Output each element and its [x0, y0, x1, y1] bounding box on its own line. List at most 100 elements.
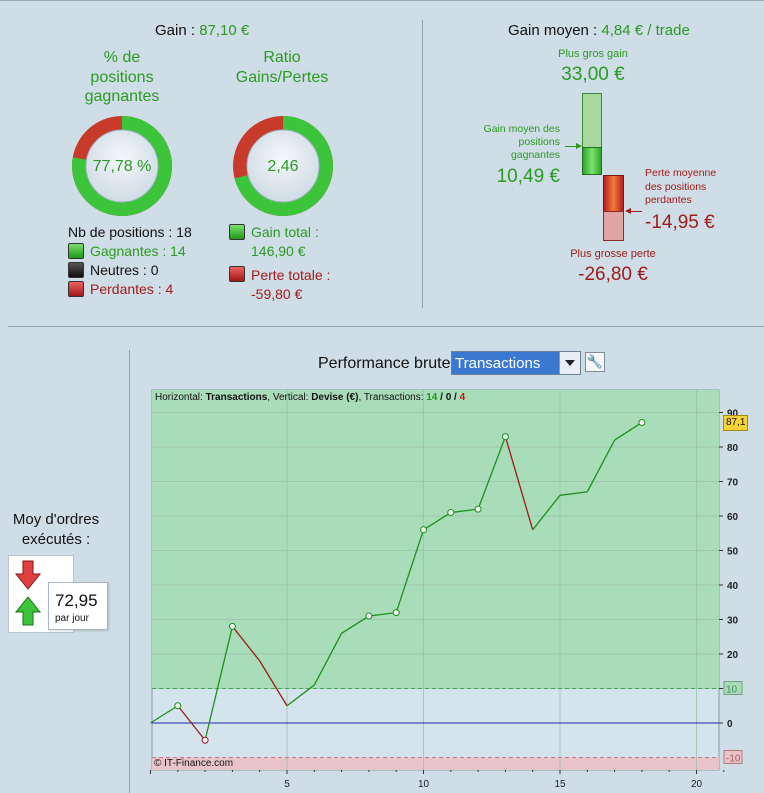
data-point — [228, 622, 236, 630]
neutral-swatch — [68, 262, 84, 278]
avg-loss-arrow — [628, 211, 642, 212]
loss-total-label: Perte totale : — [251, 267, 331, 283]
loss-total-value: -59,80 € — [251, 286, 303, 302]
ratio-value: 2,46 — [267, 158, 298, 175]
data-point — [501, 433, 509, 441]
avg-loss-label-line: Perte moyenne — [645, 167, 717, 179]
header-t-label: , Transactions: — [358, 392, 427, 403]
x-tick-label: 10 — [418, 779, 430, 790]
y-tick-label: 30 — [727, 616, 739, 627]
orders-value-box: 72,95 par jour — [48, 582, 108, 630]
losers-swatch — [68, 281, 84, 297]
ratio-donut: 2,46 — [233, 116, 333, 216]
x-tick-label: 5 — [284, 779, 290, 790]
series-segment — [368, 611, 397, 617]
gain-total-label: Gain total : — [251, 224, 319, 240]
data-point — [174, 702, 182, 710]
donut-center — [246, 129, 320, 203]
header-v-value: Devise (€) — [311, 392, 359, 403]
avg-gain-value: 4,84 € / trade — [601, 22, 690, 39]
y-tick-label: 40 — [727, 581, 739, 592]
vertical-divider-bottom — [129, 350, 130, 793]
max-gain-value: 33,00 € — [561, 64, 625, 85]
header-sep2: / — [451, 392, 460, 403]
win-pct-value: 77,78 % — [93, 158, 152, 175]
data-point — [447, 509, 455, 517]
header-wins: 14 — [426, 392, 438, 403]
header-h-label: Horizontal: — [155, 392, 206, 403]
data-point — [365, 612, 373, 620]
orders-title: Moy d'ordres exécutés : — [0, 510, 112, 550]
win-pct-title-line: gagnantes — [84, 88, 160, 105]
threshold-tag — [723, 750, 743, 764]
loss-zone — [152, 757, 719, 770]
series-segment — [532, 494, 561, 531]
win-pct-title: % de positions gagnantes — [62, 48, 182, 107]
win-pct-title-line: positions — [90, 68, 154, 86]
header-h-value: Transactions — [205, 392, 268, 403]
avg-win-label-line: Gain moyen des — [483, 123, 560, 135]
last-value-tag: 87,1 — [723, 415, 749, 431]
series-segment — [259, 660, 288, 707]
max-gain-label: Plus gros gain — [558, 48, 628, 60]
orders-title-line: Moy d'ordres — [12, 511, 100, 528]
threshold-tag-label: -10 — [726, 754, 741, 765]
data-point — [392, 609, 400, 617]
win-pct-title-line: % de — [103, 49, 141, 66]
max-loss-label: Plus grosse perte — [570, 248, 656, 260]
transactions-dropdown[interactable]: Transactions — [451, 351, 581, 375]
header-losses: 4 — [459, 392, 466, 403]
copyright: © IT-Finance.com — [154, 758, 234, 769]
horizontal-divider — [8, 326, 764, 327]
max-loss-value: -26,80 € — [578, 264, 648, 285]
ratio-title-line: Ratio — [263, 49, 301, 66]
profit-zone — [152, 390, 719, 689]
series-segment — [477, 436, 507, 510]
avg-win-arrow — [565, 146, 579, 147]
threshold-tag — [723, 681, 743, 695]
avg-loss-label-line: perdantes — [645, 194, 692, 206]
series-segment — [450, 508, 479, 514]
header-sep1: / — [437, 392, 446, 403]
series-segment — [341, 615, 370, 634]
winners-swatch — [68, 243, 84, 259]
data-point — [420, 526, 427, 534]
chart-header: Horizontal: Transactions, Vertical: Devi… — [155, 392, 465, 403]
performance-title: Performance brute — [318, 355, 451, 372]
y-tick-label: 70 — [727, 478, 739, 489]
dropdown-value: Transactions — [455, 355, 541, 372]
y-tick-label: 60 — [727, 512, 739, 523]
donut-center — [85, 129, 159, 203]
chevron-down-icon[interactable] — [559, 352, 580, 374]
orders-unit: par jour — [55, 613, 89, 624]
threshold-tag-label: 10 — [726, 685, 738, 696]
y-tick-label: 80 — [727, 443, 739, 454]
sell-arrow-icon — [14, 560, 42, 590]
x-tick-label: 15 — [554, 779, 566, 790]
series-segment — [204, 626, 234, 741]
avg-gain-label: Gain moyen : — [508, 22, 602, 39]
buy-arrow-icon — [14, 596, 42, 626]
x-tick-label: 20 — [691, 779, 703, 790]
gain-header: Gain : 87,10 € — [155, 22, 249, 39]
ratio-title: Ratio Gains/Pertes — [222, 48, 342, 87]
series-segment — [504, 436, 534, 530]
avg-loss-arrowhead — [625, 208, 631, 214]
series-segment — [313, 632, 343, 686]
gain-value: 87,10 € — [199, 22, 250, 39]
data-point — [474, 505, 482, 513]
series-segment — [614, 421, 643, 441]
wrench-icon[interactable]: 🔧 — [585, 352, 605, 372]
avg-win-label-line: gagnantes — [510, 149, 560, 161]
avg-win-label-line: positions — [518, 136, 560, 148]
series-segment — [559, 491, 588, 496]
avg-loss-label: Perte moyenne des positions perdantes — [645, 167, 745, 208]
loss-total-swatch — [229, 266, 245, 282]
y-tick-label: 0 — [727, 719, 733, 730]
gain-total-swatch — [229, 224, 245, 240]
y-tick-label: 90 — [727, 409, 739, 420]
header-v-label: , Vertical: — [267, 392, 312, 403]
gain-total-value: 146,90 € — [251, 243, 306, 259]
avg-loss-value: -14,95 € — [645, 212, 715, 233]
